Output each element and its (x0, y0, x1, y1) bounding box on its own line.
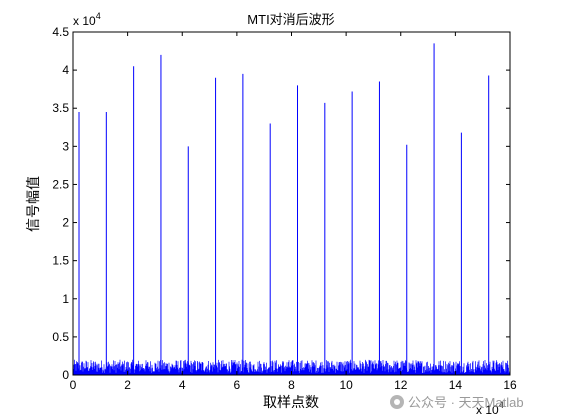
y-multiplier-base: x 10 (73, 14, 96, 28)
y-multiplier-power: 4 (96, 11, 101, 21)
y-tick-label: 2.5 (52, 177, 69, 191)
y-tick-label: 3 (62, 139, 69, 153)
y-tick-label: 0 (62, 368, 69, 382)
chart-title: MTI对消后波形 (247, 12, 334, 27)
x-tick-label: 2 (124, 378, 131, 392)
y-tick-label: 4 (62, 63, 69, 77)
x-tick-label: 14 (449, 378, 463, 392)
watermark-text: 公众号 · 天天Matlab (408, 395, 524, 410)
y-tick-label: 4.5 (52, 25, 69, 39)
svg-text:x 104: x 104 (476, 400, 504, 417)
watermark: 公众号 · 天天Matlab (390, 392, 524, 411)
x-tick-label: 10 (339, 378, 353, 392)
y-axis: 0 0.5 1 1.5 2 2.5 3 3.5 4 4.5 (52, 25, 510, 382)
y-tick-label: 3.5 (52, 101, 69, 115)
svg-text:x 104: x 104 (73, 11, 101, 28)
x-tick-label: 6 (234, 378, 241, 392)
x-tick-label: 8 (288, 378, 295, 392)
series-group (73, 43, 510, 375)
x-axis: 0 2 4 6 8 10 12 14 16 (70, 32, 517, 392)
y-tick-label: 0.5 (52, 330, 69, 344)
x-tick-label: 12 (394, 378, 408, 392)
y-tick-label: 1 (62, 292, 69, 306)
x-tick-label: 4 (179, 378, 186, 392)
x-multiplier-base: x 10 (476, 403, 499, 417)
x-axis-multiplier: x 104 (476, 400, 504, 417)
plot-frame (72, 31, 511, 376)
y-tick-label: 2 (62, 216, 69, 230)
x-multiplier-power: 4 (499, 400, 504, 410)
x-tick-label: 0 (70, 378, 77, 392)
wechat-icon (390, 394, 404, 409)
y-axis-label: 信号幅值 (25, 176, 41, 232)
x-tick-label: 16 (503, 378, 517, 392)
y-axis-multiplier: x 104 (73, 11, 101, 28)
y-tick-label: 1.5 (52, 254, 69, 268)
x-axis-label: 取样点数 (263, 394, 319, 410)
